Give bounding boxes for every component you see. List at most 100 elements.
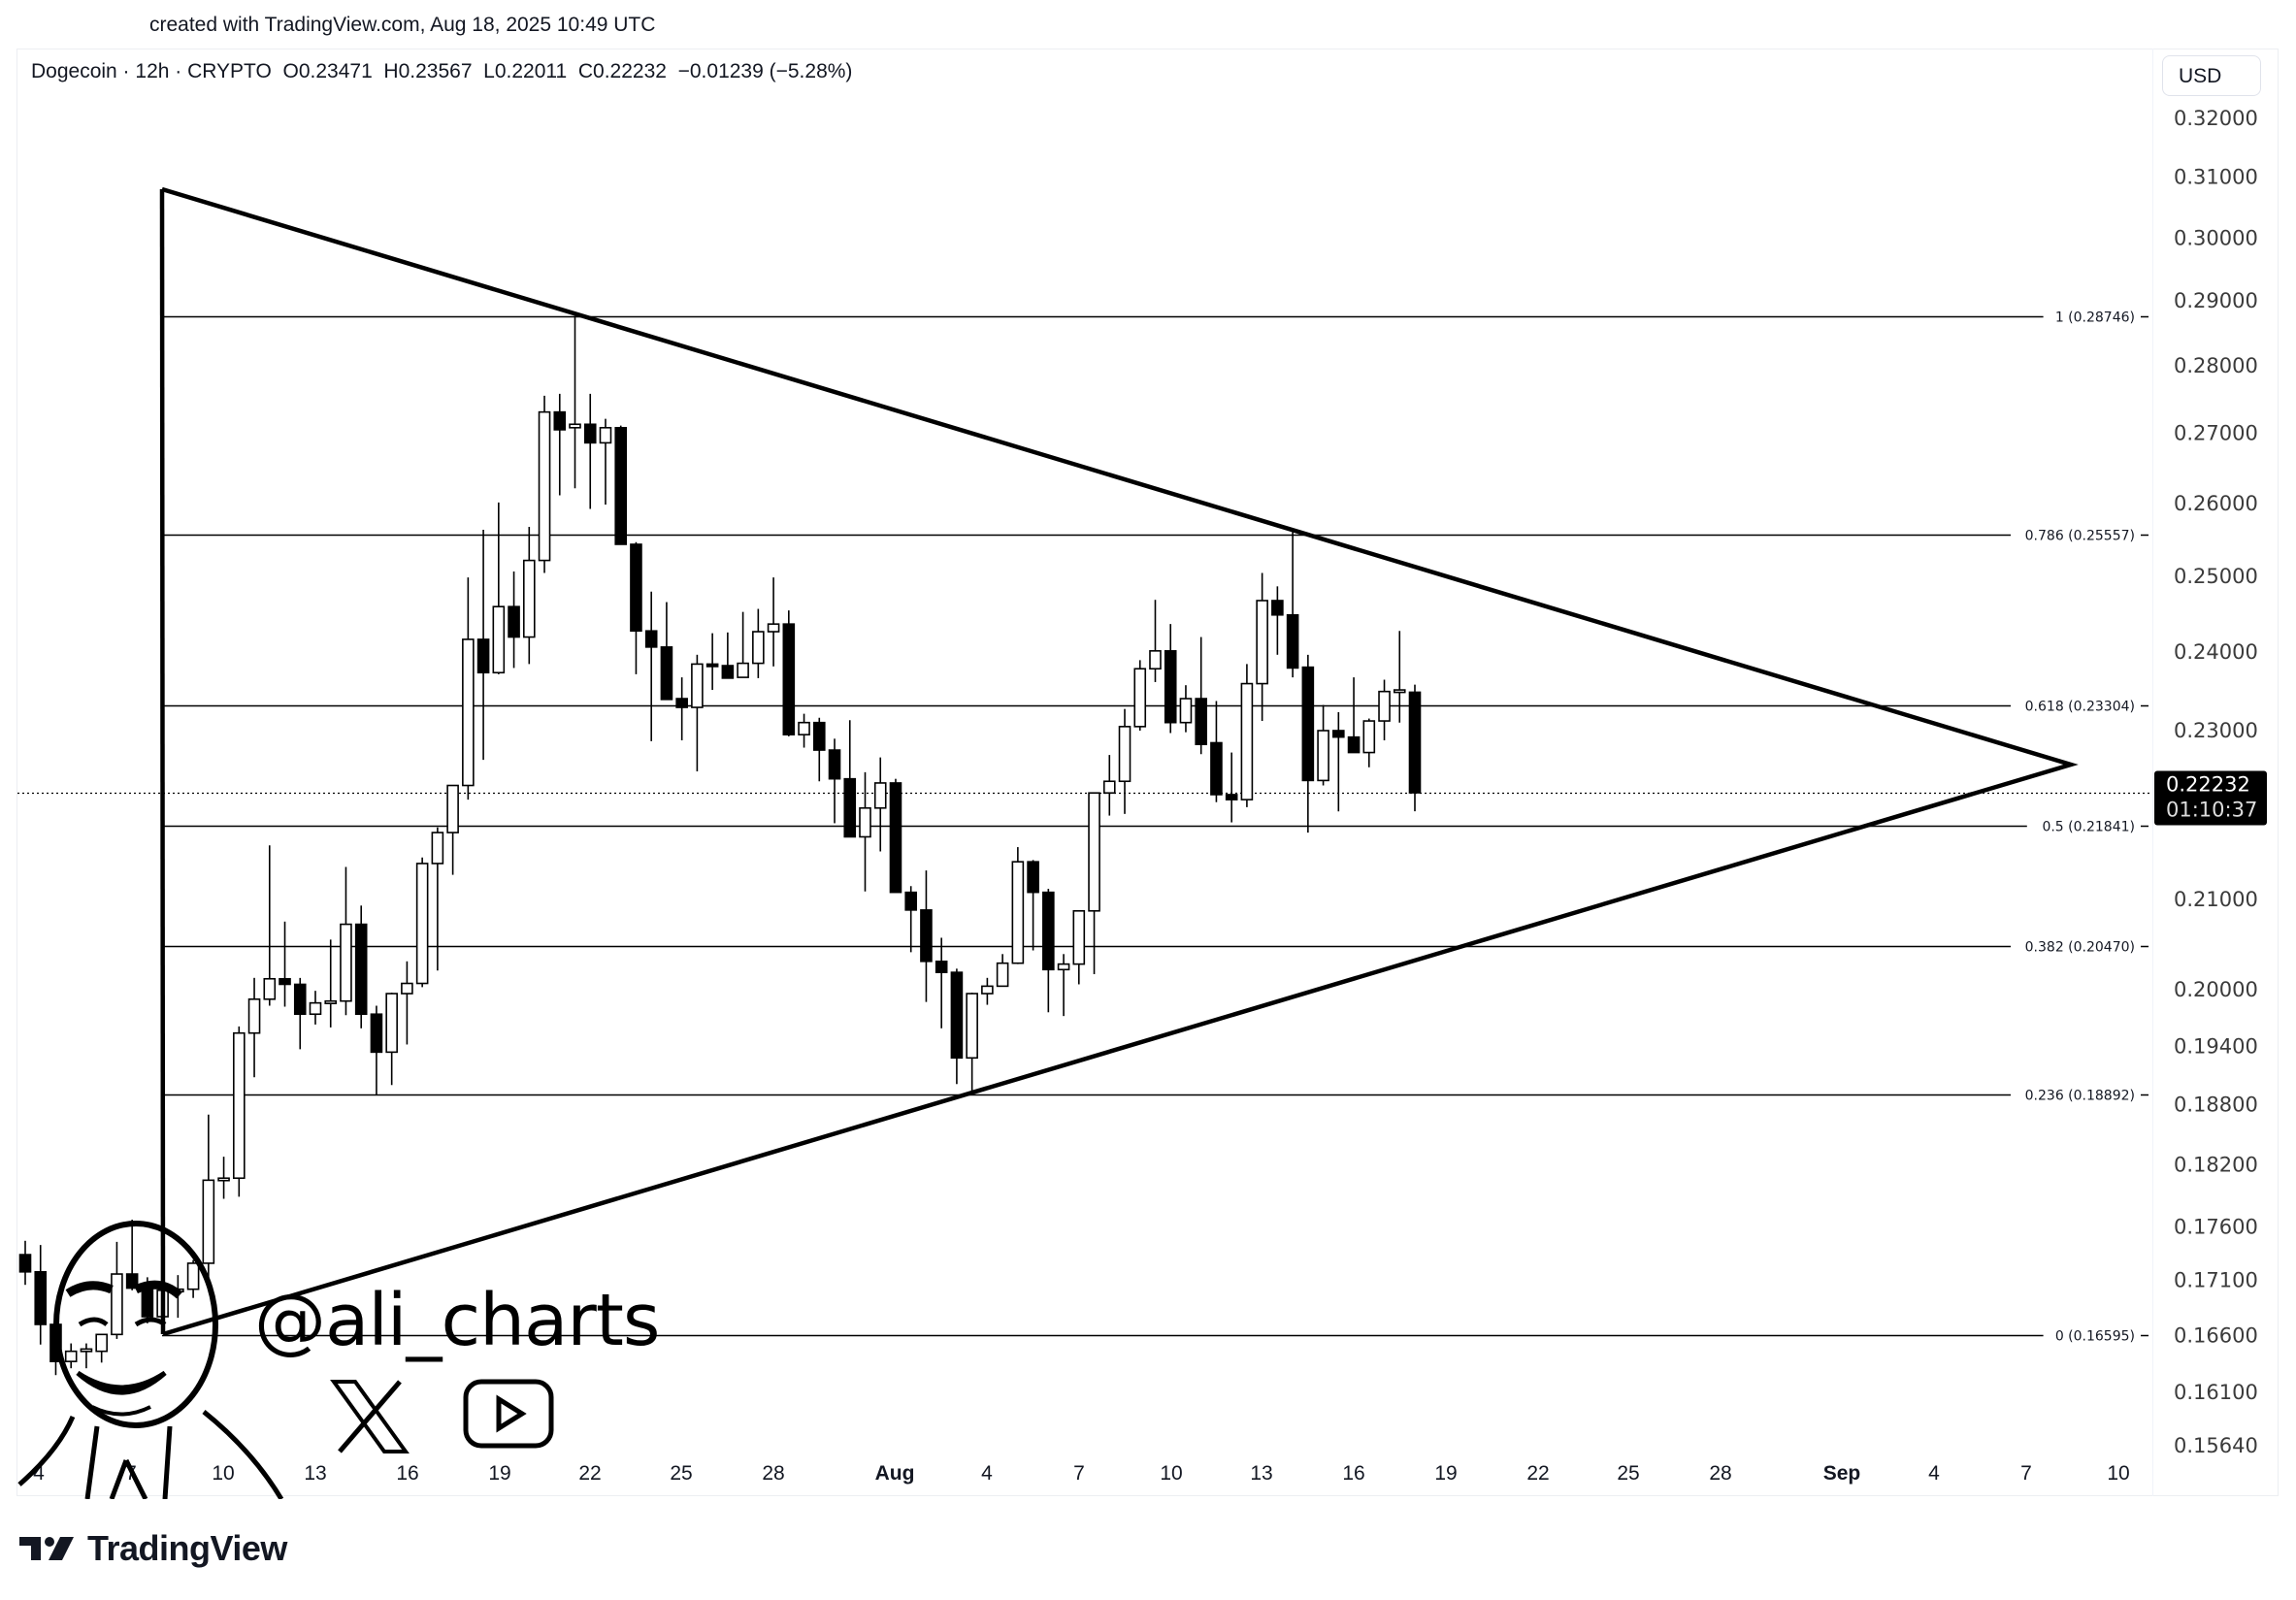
chart-frame [16,49,2279,1496]
candle [538,395,551,573]
candle [64,1343,78,1369]
last-price-badge [2154,770,2267,826]
fib-level-label: 0.236 (0.18892) [2025,1089,2135,1104]
time-axis-tick: 16 [1342,1462,1364,1485]
candle [873,757,887,852]
time-axis-tick: 4 [981,1462,993,1485]
symmetrical-triangle-pattern [161,186,2079,1337]
candle [233,1026,246,1197]
candle [1088,792,1100,975]
candle [614,425,628,545]
candle [1362,718,1376,767]
candle [691,654,704,772]
time-axis-tick: Sep [1823,1462,1861,1485]
tradingview-logo-icon [19,1537,74,1560]
candle [553,393,567,496]
time-axis-tick: 10 [212,1462,234,1485]
candle [1225,752,1238,823]
candle [705,633,719,691]
candle [630,541,642,674]
candle [1072,909,1086,985]
candle [798,713,810,748]
price-axis-tick: 0.19400 [2174,1034,2258,1058]
time-axis-tick: 13 [304,1462,326,1485]
price-axis-tick: 0.16100 [2174,1381,2258,1404]
fib-level-label: 0.5 (0.21841) [2042,820,2135,835]
price-axis-tick: 0.17100 [2174,1269,2258,1292]
candle [950,968,964,1085]
candle [522,527,536,665]
candle [828,738,841,824]
created-with-caption: created with TradingView.com, Aug 18, 20… [149,14,656,36]
candle [1256,572,1268,722]
candle [660,602,673,701]
candle [1133,660,1147,731]
candle [431,827,444,971]
cartoon-avatar-icon [17,1221,284,1499]
candle [111,1241,123,1339]
candle [889,778,902,894]
candle [415,857,429,988]
tradingview-brand: TradingView [87,1528,287,1568]
candle [401,961,413,1045]
candle [1027,860,1039,951]
candle [583,393,597,509]
candle [966,993,978,1092]
candle [370,1005,383,1095]
candle [293,977,307,1050]
candle [1042,889,1055,1013]
candle [1301,654,1315,833]
candle [569,315,581,489]
candle [446,784,459,875]
price-axis-tick: 0.18800 [2174,1093,2258,1116]
candle [247,977,261,1078]
symbol-title: Dogecoin · 12h · CRYPTO [31,60,272,82]
tradingview-logo[interactable]: TradingView [19,1528,287,1569]
candle [904,886,918,953]
candle [354,905,368,1029]
candle [1271,586,1284,655]
price-axis-separator [2152,49,2153,1496]
candle [1149,600,1162,682]
candle [996,954,1009,988]
candle [340,866,352,1016]
candle [644,591,658,741]
candle [309,991,322,1025]
price-axis-tick: 0.31000 [2174,166,2258,189]
triangle-left-edge [159,188,166,1335]
price-axis-tick: 0.29000 [2174,289,2258,312]
price-axis-tick: 0.26000 [2174,492,2258,515]
candle [1210,701,1223,802]
candle [1179,685,1193,733]
candle [462,577,475,800]
fib-level-label: 1 (0.28746) [2055,310,2135,326]
candle [1164,624,1177,734]
fib-level-label: 0.382 (0.20470) [2025,940,2135,956]
last-price-value: 0.22232 [2166,773,2250,797]
price-axis-tick: 0.16600 [2174,1323,2258,1347]
candle [279,921,291,1007]
candle [202,1114,215,1288]
candle [125,1220,139,1290]
candle [1195,637,1207,755]
candle [752,608,765,678]
candle [935,937,948,1029]
candle [1347,677,1361,754]
candle [1057,954,1070,1017]
time-axis-tick: Aug [875,1462,915,1485]
watermark-handle: @ali_charts [254,1279,660,1362]
candle [1011,847,1025,964]
price-axis-tick: 0.27000 [2174,422,2258,445]
candle [767,577,780,667]
candle [476,530,490,761]
time-axis-tick: 4 [1928,1462,1940,1485]
currency-button[interactable]: USD [2162,55,2261,96]
price-axis-tick: 0.21000 [2174,888,2258,911]
candle [324,939,338,1028]
time-axis-tick: 28 [1709,1462,1731,1485]
candle [1378,679,1391,740]
candle [1240,664,1254,807]
candle [186,1259,200,1298]
price-axis-tick: 0.28000 [2174,354,2258,377]
